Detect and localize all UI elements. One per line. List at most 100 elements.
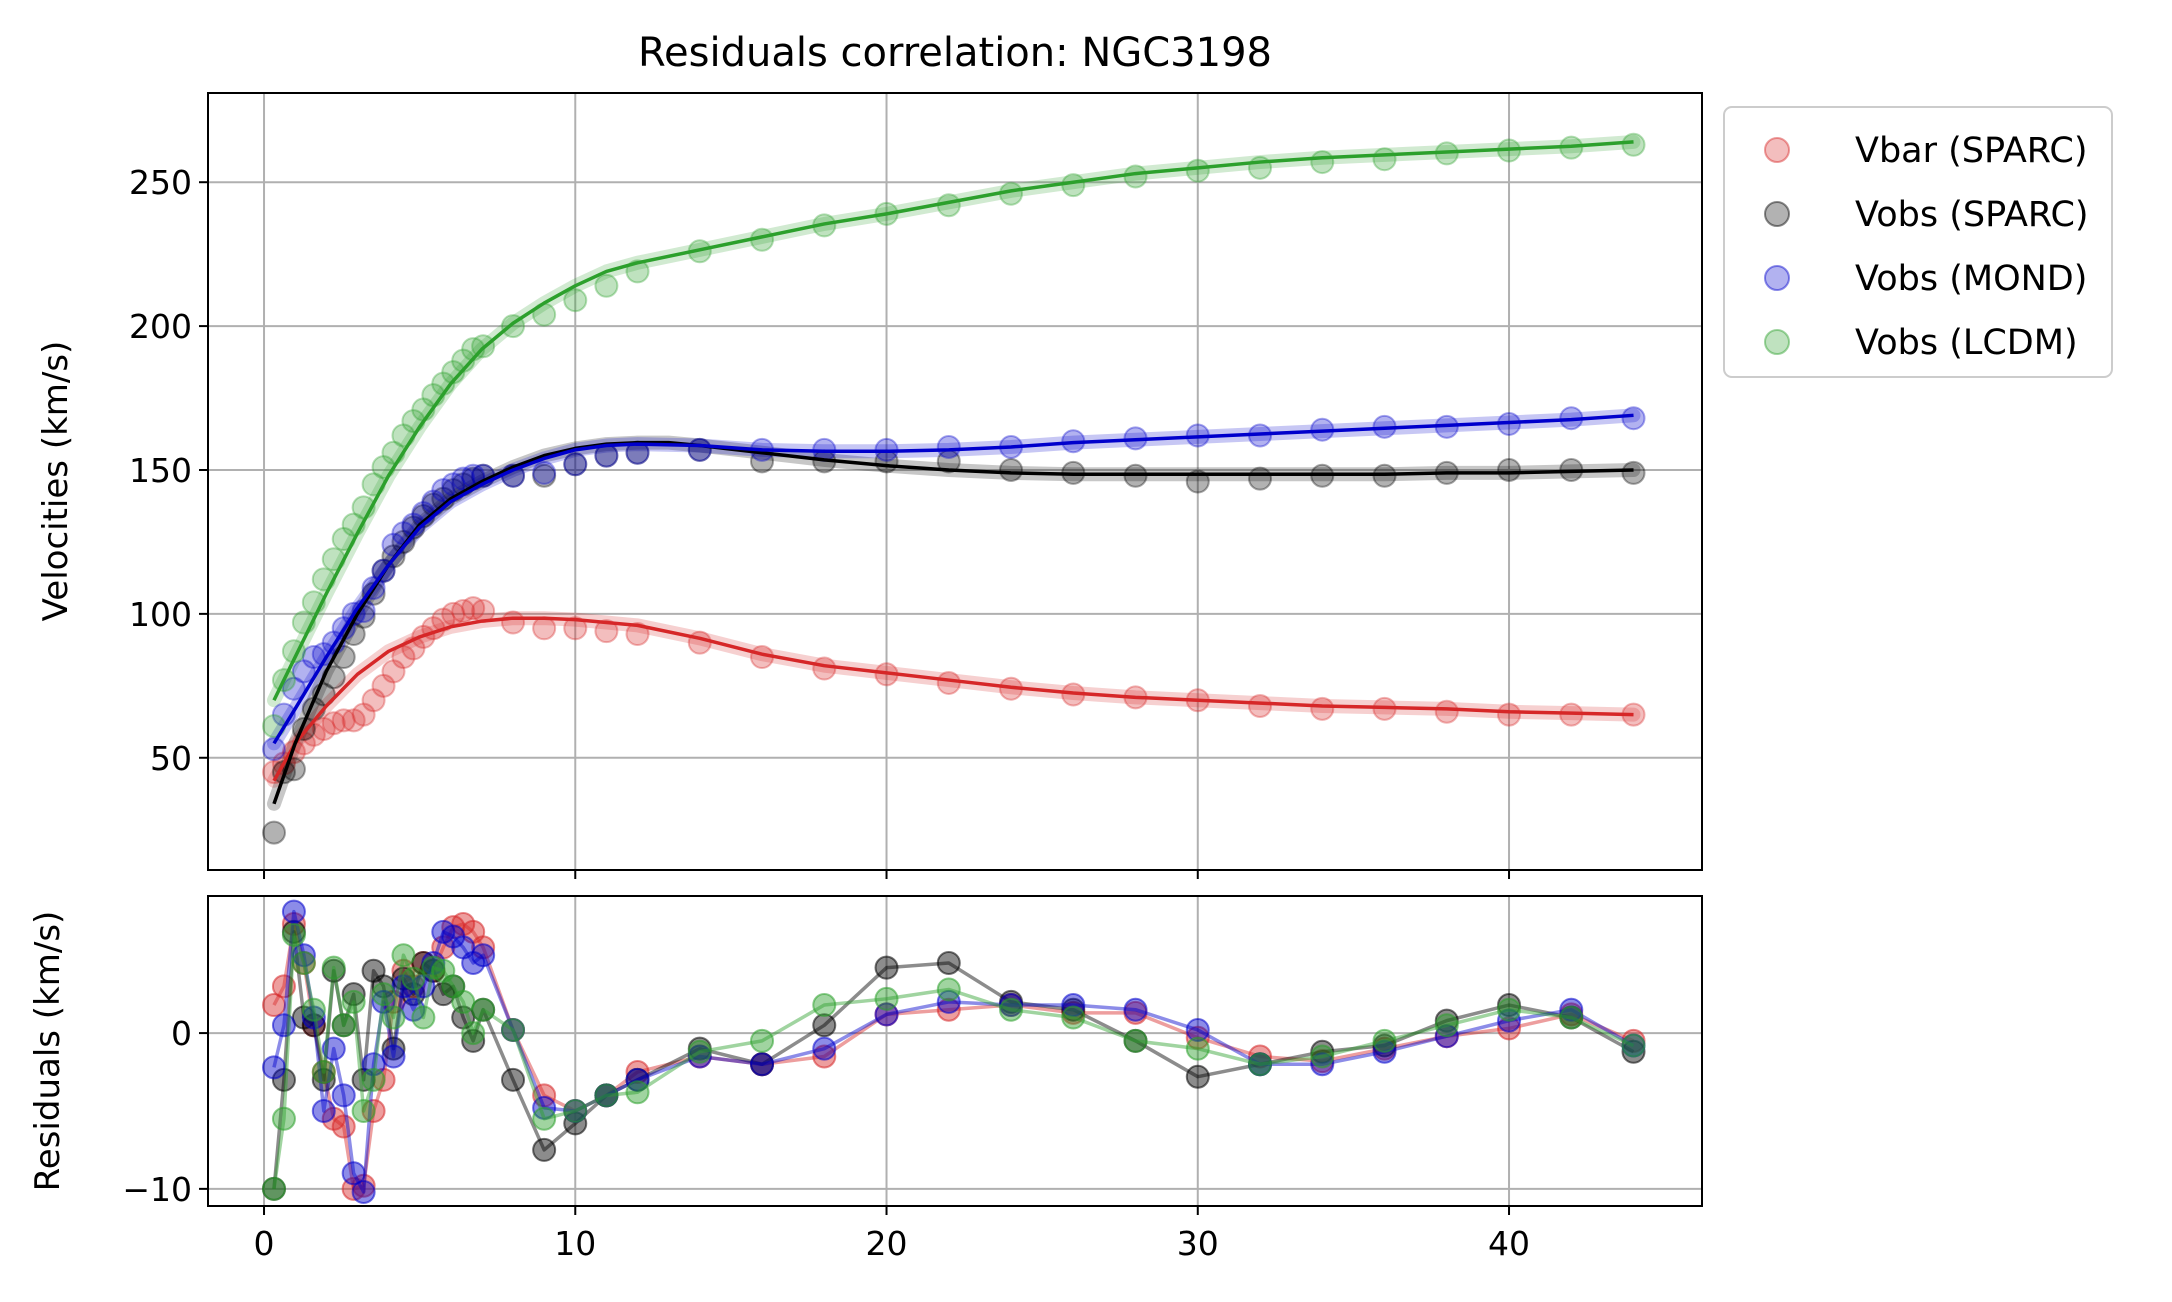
- bottom-panel: 0 10 20 30 40 −10 0: [122, 895, 1703, 1263]
- residual-point-vobs-lcdm: [1559, 1005, 1584, 1030]
- residual-point-vobs-lcdm: [936, 977, 961, 1002]
- residual-line-vobs-lcdm: [272, 933, 1635, 1190]
- residual-point-vobs-lcdm: [451, 989, 476, 1014]
- residual-point-vbar-sparc: [936, 997, 961, 1022]
- top-y-tick-label: 50: [150, 739, 192, 778]
- residual-point-vobs-mond: [1310, 1052, 1335, 1077]
- residual-point-vobs-lcdm: [461, 1021, 486, 1046]
- point-vbar-sparc: [1310, 696, 1335, 721]
- legend-items: Vbar (SPARC) Vobs (SPARC) Vobs (MOND) Vobs …: [1764, 131, 2089, 363]
- point-vobs-mond: [451, 466, 476, 491]
- point-vobs-mond: [936, 434, 961, 459]
- point-vbar-sparc: [361, 688, 386, 713]
- residual-point-vobs-sparc: [501, 1067, 526, 1092]
- top-y-tick-label: 200: [129, 307, 192, 346]
- point-vbar-sparc: [563, 616, 588, 641]
- chart-title: Residuals correlation: NGC3198: [638, 30, 1272, 76]
- legend-marker-vobs-mond: [1764, 265, 1790, 291]
- residual-point-vobs-sparc: [381, 1036, 406, 1061]
- residual-point-vobs-sparc: [1185, 1064, 1210, 1089]
- point-vobs-mond: [563, 452, 588, 477]
- residual-point-vobs-sparc: [874, 955, 899, 980]
- residual-point-vobs-sparc: [936, 950, 961, 975]
- legend: Vbar (SPARC) Vobs (SPARC) Vobs (MOND) Vobs …: [1723, 106, 2113, 378]
- residual-point-vobs-lcdm: [261, 1176, 286, 1201]
- residual-point-vobs-lcdm: [1185, 1036, 1210, 1061]
- point-vobs-lcdm: [1621, 132, 1646, 157]
- top-grid: [208, 93, 1702, 870]
- residual-point-vobs-lcdm: [341, 989, 366, 1014]
- residual-point-vobs-sparc: [341, 982, 366, 1007]
- point-vbar-sparc: [351, 702, 376, 727]
- residual-point-vbar-sparc: [261, 993, 286, 1018]
- point-vbar-sparc: [341, 708, 366, 733]
- residual-point-vobs-mond: [1061, 993, 1086, 1018]
- point-vobs-lcdm: [1061, 173, 1086, 198]
- point-vbar-sparc: [594, 619, 619, 644]
- point-vbar-sparc: [461, 596, 486, 621]
- fit-line-vobs-mond: [272, 413, 1634, 745]
- residual-point-vobs-sparc: [812, 1013, 837, 1038]
- residual-point-vobs-lcdm: [1621, 1033, 1646, 1058]
- residual-point-vobs-lcdm: [411, 1005, 436, 1030]
- residual-point-vobs-sparc: [1621, 1039, 1646, 1064]
- residual-point-vobs-mond: [271, 1013, 296, 1038]
- residual-point-vobs-mond: [936, 989, 961, 1014]
- bottom-axes-frame: [207, 895, 1703, 1207]
- point-vbar-sparc: [321, 711, 346, 736]
- residual-point-vobs-mond: [321, 1036, 346, 1061]
- legend-marker-vobs-sparc: [1764, 201, 1790, 227]
- residual-point-vobs-mond: [625, 1067, 650, 1092]
- top-y-axis-label: Velocities (km/s): [36, 341, 76, 622]
- bottom-y-axis-label: Residuals (km/s): [28, 911, 68, 1192]
- point-vobs-sparc: [999, 457, 1024, 482]
- point-vobs-sparc: [261, 820, 286, 845]
- point-vobs-mond: [291, 659, 316, 684]
- bottom-ticks: 0 10 20 30 40 −10 0: [122, 1014, 1530, 1263]
- residual-point-vobs-mond: [750, 1052, 775, 1077]
- point-vobs-sparc: [563, 452, 588, 477]
- legend-label-vobs-lcdm: Vobs (LCDM): [1855, 323, 2078, 363]
- bottom-x-tick-label: 10: [554, 1224, 596, 1263]
- point-vobs-sparc: [532, 463, 557, 488]
- residual-point-vobs-mond: [1559, 997, 1584, 1022]
- bottom-grid: [208, 896, 1702, 1206]
- fit-line-vobs-lcdm: [272, 140, 1634, 701]
- residual-point-vobs-sparc: [461, 1028, 486, 1053]
- residual-point-vobs-mond: [1185, 1017, 1210, 1042]
- point-vobs-mond: [281, 676, 306, 701]
- residual-point-vobs-lcdm: [321, 955, 346, 980]
- residual-point-vbar-sparc: [1248, 1044, 1273, 1069]
- residual-point-vobs-mond: [331, 1083, 356, 1108]
- residual-point-vobs-mond: [381, 1044, 406, 1069]
- point-vobs-sparc: [401, 515, 426, 540]
- residual-point-vobs-lcdm: [1123, 1028, 1148, 1053]
- legend-label-vobs-sparc: Vobs (SPARC): [1855, 195, 2089, 235]
- residual-point-vobs-sparc: [563, 1111, 588, 1136]
- bottom-x-tick-label: 20: [866, 1224, 908, 1263]
- residual-point-vbar-sparc: [361, 1098, 386, 1123]
- residual-point-vobs-lcdm: [311, 1060, 336, 1085]
- bottom-y-tick-label: 0: [171, 1014, 192, 1053]
- residual-point-vobs-lcdm: [812, 993, 837, 1018]
- point-vobs-lcdm: [1372, 147, 1397, 172]
- residual-point-vbar-sparc: [331, 1114, 356, 1139]
- residual-point-vbar-sparc: [625, 1060, 650, 1085]
- point-vobs-lcdm: [563, 288, 588, 313]
- top-axes-frame: [207, 92, 1703, 871]
- residual-point-vobs-mond: [341, 1161, 366, 1186]
- point-vobs-sparc: [1497, 457, 1522, 482]
- point-vobs-lcdm: [1185, 158, 1210, 183]
- residual-point-vobs-lcdm: [1434, 1013, 1459, 1038]
- legend-marker-vobs-lcdm: [1764, 329, 1790, 355]
- point-vobs-mond: [532, 460, 557, 485]
- legend-label-vobs-mond: Vobs (MOND): [1855, 259, 2087, 299]
- residual-point-vobs-lcdm: [625, 1080, 650, 1105]
- top-panel: 50 100 150 200 250: [129, 92, 1703, 879]
- residual-point-vobs-mond: [1123, 997, 1148, 1022]
- residual-point-vbar-sparc: [532, 1083, 557, 1108]
- top-plot-area: [261, 132, 1646, 845]
- residual-point-vobs-lcdm: [301, 997, 326, 1022]
- point-vobs-mond: [441, 472, 466, 497]
